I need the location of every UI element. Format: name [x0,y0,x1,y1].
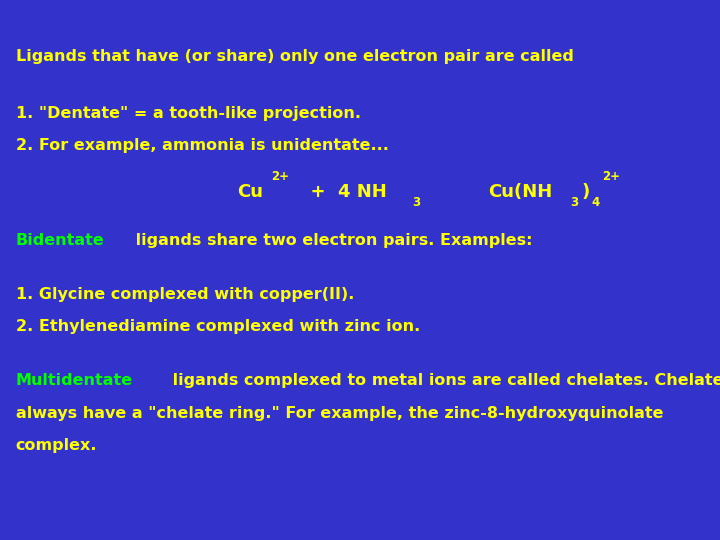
Text: ligands share two electron pairs. Examples:: ligands share two electron pairs. Exampl… [130,233,533,248]
Text: +  4 NH: + 4 NH [298,183,387,201]
Text: complex.: complex. [16,438,97,453]
Text: 2. Ethylenediamine complexed with zinc ion.: 2. Ethylenediamine complexed with zinc i… [16,319,420,334]
Text: ): ) [581,183,590,201]
Text: 2+: 2+ [603,170,621,183]
Text: ligands complexed to metal ions are called chelates. Chelates: ligands complexed to metal ions are call… [167,373,720,388]
Text: Cu: Cu [238,183,264,201]
Text: 1. Glycine complexed with copper(II).: 1. Glycine complexed with copper(II). [16,287,354,302]
Text: 2. For example, ammonia is unidentate...: 2. For example, ammonia is unidentate... [16,138,389,153]
Text: 3: 3 [413,196,420,209]
Text: Bidentate: Bidentate [16,233,104,248]
Text: Ligands that have (or share) only one electron pair are called: Ligands that have (or share) only one el… [16,49,580,64]
Text: Multidentate: Multidentate [16,373,133,388]
Text: 1. "Dentate" = a tooth-like projection.: 1. "Dentate" = a tooth-like projection. [16,106,361,121]
Text: 3: 3 [571,196,579,209]
Text: 4: 4 [592,196,600,209]
Text: Cu(NH: Cu(NH [487,183,552,201]
Text: always have a "chelate ring." For example, the zinc-8-hydroxyquinolate: always have a "chelate ring." For exampl… [16,406,663,421]
Text: 2+: 2+ [271,170,289,183]
